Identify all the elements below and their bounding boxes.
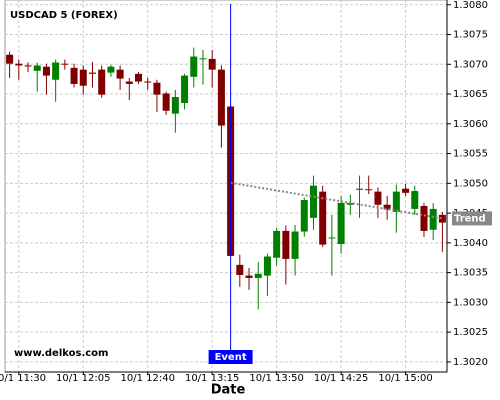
candle-body	[116, 69, 124, 79]
candle-body	[282, 230, 290, 259]
candle-body	[125, 81, 133, 84]
trend-label: Trend	[454, 213, 486, 224]
candle-body	[429, 208, 437, 230]
candle-body	[319, 191, 327, 245]
trend-label-box	[452, 211, 492, 226]
candle-body	[79, 69, 87, 86]
candle-body	[217, 69, 225, 126]
watermark: www.delkos.com	[14, 348, 108, 359]
x-tick-label: 10/1 14:25	[314, 373, 368, 384]
candle-body	[309, 185, 317, 218]
candle-body	[337, 202, 345, 245]
y-tick-label: 1.3035	[453, 268, 488, 279]
event-label: Event	[215, 352, 247, 363]
candle-body	[356, 188, 364, 190]
candle-body	[402, 188, 410, 193]
candle-body	[6, 54, 14, 64]
candle-body	[88, 72, 96, 74]
y-tick-label: 1.3070	[453, 59, 488, 70]
candle-body	[254, 273, 262, 278]
candle-body	[263, 256, 271, 276]
candle-body	[70, 67, 78, 84]
candle-body	[61, 63, 69, 65]
candle-body	[374, 191, 382, 205]
candle-body	[328, 237, 336, 239]
candle-body	[300, 199, 308, 232]
y-tick-label: 1.3080	[453, 0, 488, 11]
candle-body	[291, 231, 299, 259]
candle-body	[135, 73, 143, 82]
candle-body	[199, 58, 207, 60]
candle-body	[236, 264, 244, 275]
x-tick-label: 10/1 12:40	[121, 373, 175, 384]
candle-body	[181, 75, 189, 103]
candle-body	[392, 191, 400, 212]
candle-body	[190, 56, 198, 77]
y-tick-label: 1.3020	[453, 357, 488, 368]
event-label-box	[208, 350, 253, 364]
y-tick-label: 1.3030	[453, 297, 488, 308]
candle-body	[383, 204, 391, 210]
candle-body	[15, 63, 23, 66]
x-axis-title: Date	[211, 383, 246, 398]
x-tick-label: 10/1 13:15	[185, 373, 239, 384]
x-tick-label: 10/1 15:00	[378, 373, 432, 384]
candle-body	[411, 191, 419, 209]
candle-body	[365, 189, 373, 191]
y-tick-label: 1.3065	[453, 89, 488, 100]
y-tick-label: 1.3025	[453, 327, 488, 338]
y-tick-label: 1.3050	[453, 178, 488, 189]
candle-body	[208, 58, 216, 70]
candle-body	[273, 230, 281, 258]
x-tick-label: 10/1 13:50	[249, 373, 303, 384]
y-tick-label: 1.3040	[453, 238, 488, 249]
chart-title: USDCAD 5 (FOREX)	[10, 10, 118, 21]
x-tick-label: 10/1 11:30	[0, 373, 46, 384]
x-tick-label: 10/1 12:05	[56, 373, 110, 384]
candle-body	[24, 65, 32, 67]
candle-body	[153, 82, 161, 95]
candle-body	[144, 81, 152, 83]
candle-body	[420, 205, 428, 231]
candle-body	[438, 214, 446, 223]
plot-area	[4, 0, 448, 373]
y-tick-label: 1.3060	[453, 119, 488, 130]
candle-body	[98, 69, 106, 95]
y-tick-label: 1.3075	[453, 30, 488, 41]
candle-body	[107, 66, 115, 73]
candle-body	[52, 62, 60, 80]
candle-body	[171, 97, 179, 114]
y-tick-label: 1.3055	[453, 149, 488, 160]
candle-body	[42, 66, 50, 76]
candle-body	[245, 275, 253, 278]
candle-body	[33, 65, 41, 71]
candle-body	[162, 93, 170, 111]
